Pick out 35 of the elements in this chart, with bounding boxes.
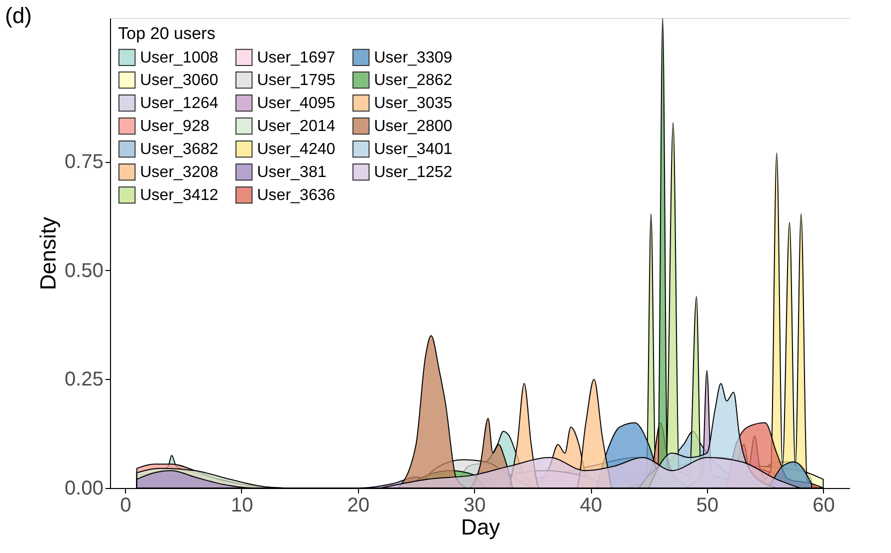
- x-tick-label: 30: [464, 494, 486, 516]
- x-axis-title: Day: [460, 514, 500, 540]
- legend-label: User_4095: [257, 95, 336, 112]
- legend-title: Top 20 users: [118, 24, 216, 43]
- x-tick-label: 20: [347, 494, 370, 516]
- y-tick-label: 0.25: [64, 368, 104, 391]
- legend-label: User_1008: [140, 49, 218, 66]
- x-tick-label: 0: [120, 494, 132, 516]
- legend-label: User_3035: [374, 95, 452, 112]
- legend-label: User_381: [257, 164, 326, 181]
- legend-label: User_2862: [374, 72, 452, 89]
- legend-label: User_1697: [257, 49, 336, 66]
- legend-label: User_3636: [257, 187, 336, 204]
- legend-label: User_2800: [374, 118, 452, 135]
- legend-label: User_3060: [140, 72, 218, 89]
- x-tick-label: 60: [812, 494, 835, 516]
- x-tick-label: 40: [580, 494, 602, 516]
- legend-label: User_4240: [257, 141, 336, 158]
- legend-label: User_3309: [374, 49, 452, 66]
- legend-label: User_3208: [140, 164, 218, 181]
- legend-label: User_1252: [374, 164, 452, 181]
- legend-label: User_1795: [257, 72, 336, 89]
- legend-label: User_3412: [140, 187, 218, 204]
- legend-label: User_1264: [140, 95, 218, 112]
- y-tick-label: 0.75: [64, 151, 104, 174]
- y-tick-label: 0.00: [64, 478, 104, 500]
- legend-label: User_928: [140, 118, 210, 135]
- y-tick-label: 0.50: [64, 260, 104, 282]
- legend-label: User_3401: [374, 141, 452, 158]
- chart-title: (d): [5, 3, 32, 28]
- legend-label: User_3682: [140, 141, 218, 158]
- x-tick-label: 10: [230, 494, 254, 516]
- y-axis-title: Density: [36, 216, 61, 290]
- x-tick-label: 50: [696, 494, 719, 516]
- legend-label: User_2014: [257, 118, 336, 135]
